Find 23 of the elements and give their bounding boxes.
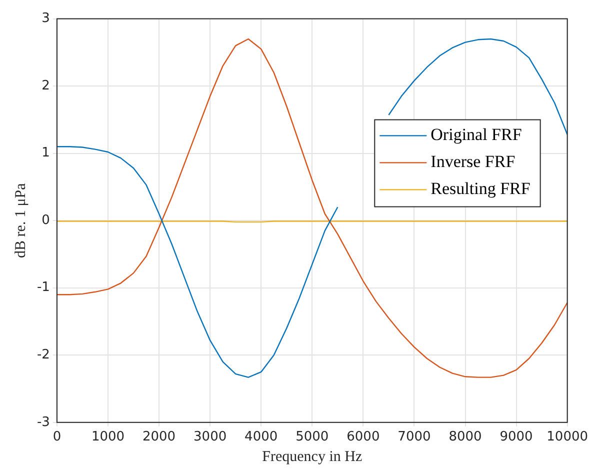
x-tick-label: 3000 [194, 430, 227, 445]
legend-label: Resulting FRF [430, 179, 530, 198]
legend-label: Inverse FRF [430, 152, 516, 172]
y-tick-label: 3 [42, 11, 50, 26]
x-tick-label: 0 [52, 430, 62, 445]
x-tick-label: 7000 [398, 430, 431, 445]
legend-label: Original FRF [430, 125, 522, 144]
y-axis-title: dB re. 1 μPa [12, 182, 29, 258]
y-tick-label: -1 [36, 280, 50, 296]
x-tick-label: 1000 [91, 430, 125, 445]
y-tick-label: 1 [42, 146, 50, 161]
y-tick-label: 0 [42, 212, 50, 228]
x-tick-label: 8000 [448, 430, 482, 445]
y-tick-label: -3 [36, 414, 50, 430]
x-tick-label: 4000 [244, 430, 278, 445]
x-axis-title: Frequency in Hz [262, 448, 362, 465]
y-tick-label: -2 [36, 348, 50, 363]
y-tick-label: 2 [42, 78, 50, 94]
x-tick-label: 9000 [500, 430, 533, 445]
x-tick-label: 5000 [296, 430, 329, 445]
x-tick-label: 2000 [142, 430, 176, 445]
x-tick-label: 10000 [546, 430, 588, 445]
x-tick-label: 6000 [346, 430, 380, 445]
